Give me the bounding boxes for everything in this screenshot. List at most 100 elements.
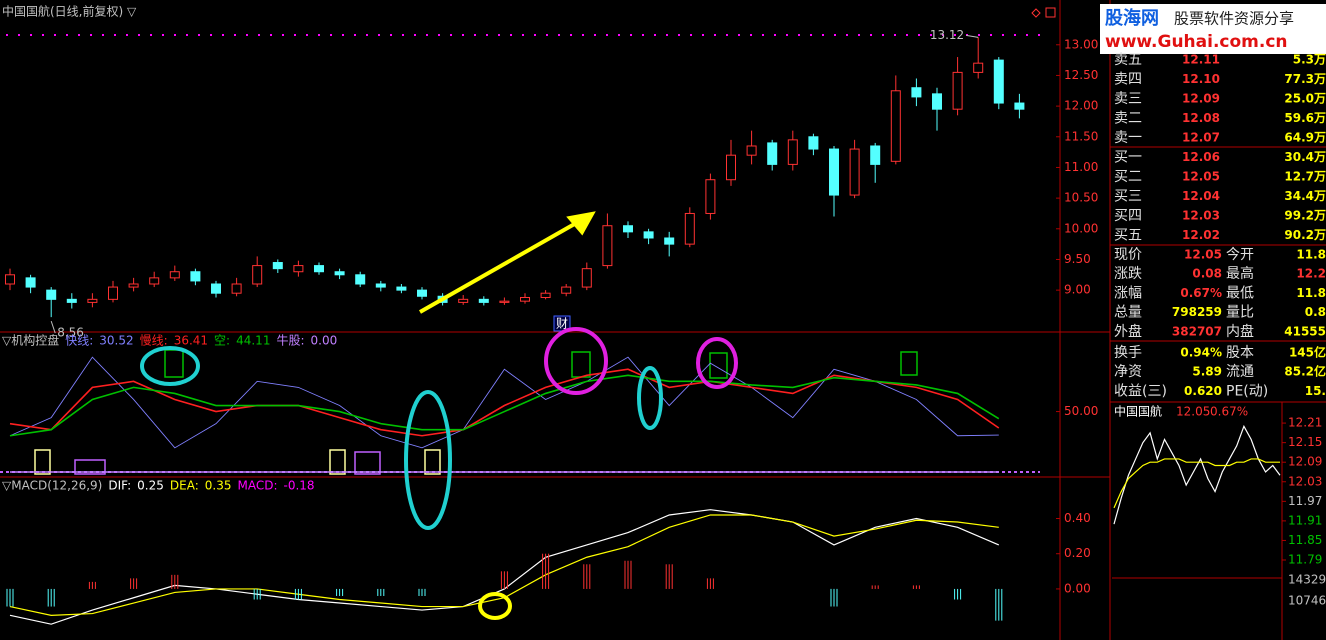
stat-label: 涨幅 bbox=[1114, 285, 1142, 301]
book-volume: 12.7万 bbox=[1284, 170, 1326, 184]
circle bbox=[404, 390, 452, 530]
legend-value: 0.35 bbox=[205, 479, 232, 493]
legend-label: MACD: bbox=[237, 479, 277, 493]
candle-body bbox=[849, 148, 860, 196]
legend-label: 牛股: bbox=[276, 333, 304, 348]
book-volume: 59.6万 bbox=[1284, 111, 1326, 125]
candle-body bbox=[973, 62, 984, 73]
y-tick-label: 10.00 bbox=[1064, 221, 1098, 235]
y-tick-label: 12.09 bbox=[1288, 455, 1322, 469]
candle-body bbox=[293, 265, 304, 273]
candle-body bbox=[911, 87, 922, 98]
signal-box bbox=[900, 351, 918, 376]
candle-body bbox=[932, 93, 942, 110]
stat-value: 12.05 bbox=[1184, 248, 1222, 262]
candle-body bbox=[561, 286, 572, 294]
candle-body bbox=[272, 262, 283, 270]
stat-value: 85.2亿 bbox=[1284, 364, 1326, 379]
candle-body bbox=[87, 298, 98, 303]
stat-label: 净资 bbox=[1114, 364, 1142, 380]
banner-bg bbox=[1100, 4, 1326, 54]
banner-url: www.Guhai.com.cn bbox=[1105, 32, 1288, 52]
chart-title: 中国国航(日线,前复权) ▽ bbox=[2, 4, 137, 19]
volume-tick-label: 10746 bbox=[1288, 593, 1326, 607]
candle-body bbox=[396, 286, 407, 291]
book-price: 12.08 bbox=[1182, 111, 1220, 125]
arrow bbox=[419, 220, 579, 314]
candle-body bbox=[231, 283, 242, 294]
y-tick-label: 11.85 bbox=[1288, 533, 1322, 547]
y-tick-label: 50.00 bbox=[1064, 404, 1098, 418]
signal-box bbox=[34, 449, 51, 475]
stat-label: 最低 bbox=[1226, 285, 1254, 301]
stat-value: 0.08 bbox=[1192, 267, 1222, 281]
y-tick-label: 11.97 bbox=[1288, 494, 1322, 508]
candle-body bbox=[746, 145, 757, 156]
stat-label: 股本 bbox=[1226, 345, 1254, 361]
candle-body bbox=[128, 283, 139, 288]
candle-body bbox=[375, 283, 386, 288]
candle-body bbox=[458, 298, 469, 303]
icon[interactable] bbox=[1031, 8, 1041, 18]
y-tick-label: 11.91 bbox=[1288, 513, 1322, 527]
candle-body bbox=[787, 139, 798, 165]
legend-value: 36.41 bbox=[174, 334, 208, 348]
circle bbox=[544, 327, 608, 395]
series-line bbox=[9, 356, 999, 449]
book-price: 12.02 bbox=[1182, 228, 1220, 242]
stat-value: 382707 bbox=[1172, 324, 1222, 338]
book-label: 卖四 bbox=[1114, 72, 1142, 88]
book-volume: 25.0万 bbox=[1284, 92, 1326, 106]
candle-body bbox=[355, 274, 366, 285]
stat-label: 量比 bbox=[1226, 305, 1254, 321]
stat-label: 收益(三) bbox=[1114, 383, 1167, 399]
book-label: 买四 bbox=[1114, 208, 1142, 224]
stat-label: 流通 bbox=[1226, 364, 1254, 380]
news-label: 财 bbox=[556, 317, 568, 331]
candle-body bbox=[602, 225, 613, 267]
book-volume: 77.3万 bbox=[1284, 72, 1326, 86]
y-tick-label: 10.50 bbox=[1064, 191, 1098, 205]
candle-body bbox=[1014, 102, 1025, 110]
candle-body bbox=[767, 142, 778, 165]
stat-label: 总量 bbox=[1114, 305, 1142, 321]
book-label: 买五 bbox=[1114, 228, 1142, 244]
candle-body bbox=[890, 90, 901, 162]
mini-title: 中国国航 bbox=[1114, 404, 1162, 419]
y-tick-label: 12.50 bbox=[1064, 68, 1098, 82]
volume-tick-label: 14329 bbox=[1288, 572, 1326, 586]
panel-title: ▽MACD(12,26,9) bbox=[2, 479, 102, 493]
candle-body bbox=[808, 136, 819, 150]
legend-value: 0.25 bbox=[137, 479, 164, 493]
stat-label: 换手 bbox=[1114, 344, 1142, 361]
stat-value: 12.2 bbox=[1296, 267, 1326, 281]
icon[interactable] bbox=[1045, 7, 1056, 18]
candle-body bbox=[108, 286, 118, 300]
candle-body bbox=[520, 296, 530, 302]
book-label: 卖一 bbox=[1114, 130, 1142, 146]
stat-label: 内盘 bbox=[1226, 323, 1254, 340]
candle-body bbox=[870, 145, 881, 165]
candle-body bbox=[478, 298, 489, 303]
series-line bbox=[9, 374, 1000, 437]
legend-value: 44.11 bbox=[236, 334, 270, 348]
stat-value: 0.94% bbox=[1180, 346, 1222, 360]
candle-body bbox=[643, 231, 654, 239]
legend-value: -0.18 bbox=[284, 479, 315, 493]
book-volume: 90.2万 bbox=[1284, 228, 1326, 242]
legend-label: DEA: bbox=[170, 479, 199, 493]
series-line bbox=[1113, 458, 1280, 509]
high-pointer bbox=[966, 34, 979, 38]
book-price: 12.06 bbox=[1182, 150, 1220, 164]
candle-body bbox=[623, 225, 633, 233]
book-label: 卖五 bbox=[1114, 52, 1142, 68]
candle-body bbox=[169, 271, 180, 279]
panel-title: ▽机构控盘 bbox=[2, 333, 59, 348]
y-tick-label: 0.40 bbox=[1064, 511, 1091, 525]
circle bbox=[140, 346, 200, 386]
candle-body bbox=[252, 265, 263, 285]
circle bbox=[696, 337, 738, 389]
stat-label: 涨跌 bbox=[1114, 266, 1142, 282]
book-price: 12.09 bbox=[1182, 92, 1220, 106]
